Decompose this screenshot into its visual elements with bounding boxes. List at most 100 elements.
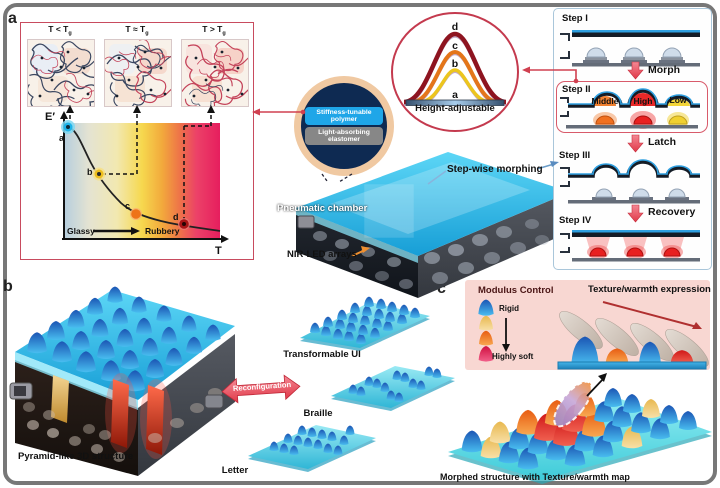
demo-base-bar bbox=[557, 361, 707, 370]
texture-warmth-title: Texture/warmth expression bbox=[588, 284, 711, 295]
y-axis-label: E′ bbox=[45, 111, 55, 123]
latch-label: Latch bbox=[648, 136, 677, 148]
demo-blue-bump-tall bbox=[571, 336, 599, 365]
device-side-face bbox=[418, 192, 570, 298]
thumb-label-below-tg: T < Tg bbox=[48, 24, 72, 37]
curve-d-label: d bbox=[452, 21, 458, 33]
highlight-region bbox=[364, 184, 414, 238]
morph-arrow-icon bbox=[627, 61, 644, 80]
thumb-label-above-tg: T > Tg bbox=[202, 24, 226, 37]
transformable-ui-label: Transformable UI bbox=[283, 349, 361, 360]
slide-direction-arrow bbox=[602, 301, 698, 328]
led-off-row bbox=[583, 47, 685, 63]
finger-cross-section bbox=[553, 380, 593, 428]
morphed-structure-illustration bbox=[448, 380, 712, 484]
step2-label: Step II bbox=[562, 84, 591, 95]
letter-label: Letter bbox=[221, 465, 249, 476]
chart-gradient-area bbox=[64, 123, 220, 239]
device-3d-illustration bbox=[296, 152, 570, 298]
nir-led-label: NIR-LED arrays bbox=[287, 249, 357, 260]
letter-sheet bbox=[248, 425, 376, 472]
transformable-ui-sheet bbox=[300, 296, 430, 351]
height-adjustable-inset: d c b a bbox=[391, 12, 519, 132]
panel-b-letter: b bbox=[3, 278, 13, 295]
led-off-row bbox=[592, 188, 689, 200]
legend-yellow-bump bbox=[478, 315, 494, 331]
curve-c-label: c bbox=[452, 40, 458, 52]
step4-diagram bbox=[560, 230, 700, 262]
rigid-label: Rigid bbox=[499, 304, 519, 313]
step2-highlight-box bbox=[556, 81, 708, 133]
step2-middle-label: Middle bbox=[591, 96, 619, 106]
height-curves bbox=[403, 31, 507, 106]
led-on-row bbox=[593, 111, 689, 129]
pyramid-caption: Pyramid-like 3D structure bbox=[18, 451, 134, 462]
curve-a-label: a bbox=[452, 89, 458, 101]
stiffness-polymer-layer: Stiffness-tunable polymer bbox=[305, 107, 383, 125]
dashed-arrowheads bbox=[66, 105, 215, 113]
morphed-structure-caption: Morphed structure with Texture/warmth ma… bbox=[440, 472, 630, 482]
polymer-network-glassy-image bbox=[27, 39, 95, 107]
latch-arrow-icon bbox=[627, 134, 644, 153]
point-d-label: d bbox=[173, 212, 179, 222]
step3-label: Step III bbox=[559, 150, 591, 161]
led-recovery-row bbox=[586, 237, 684, 259]
step2-low-label: Low bbox=[669, 95, 687, 105]
inner-led-domes bbox=[23, 388, 222, 462]
pyramid-connector-right bbox=[204, 394, 224, 409]
point-a-label: a bbox=[59, 133, 65, 143]
recovery-label: Recovery bbox=[648, 206, 696, 218]
point-c-dot bbox=[130, 208, 142, 220]
fingers bbox=[559, 311, 709, 367]
height-adjustable-caption: Height-adjustable bbox=[415, 103, 495, 114]
polymer-network-rubbery-image bbox=[181, 39, 249, 107]
step4-label: Step IV bbox=[559, 215, 592, 226]
braille-sheet bbox=[331, 366, 455, 411]
amber-column bbox=[51, 375, 69, 423]
morph-label: Morph bbox=[648, 64, 681, 76]
legend-orange-bump bbox=[478, 330, 494, 346]
panel-a-glass-transition-box: T < Tg T ≈ Tg T > Tg bbox=[20, 22, 254, 260]
device-connector bbox=[297, 215, 315, 229]
step3-diagram bbox=[560, 159, 700, 204]
modulus-temperature-chart: E′ T a b c d Glassy Rubbery bbox=[45, 105, 229, 257]
layer-sample-region bbox=[318, 178, 340, 190]
step1-label: Step I bbox=[562, 13, 588, 24]
panel-a-letter: a bbox=[8, 10, 17, 27]
step2-diagram bbox=[560, 88, 700, 129]
point-b-label: b bbox=[87, 167, 93, 177]
point-d-dot bbox=[178, 218, 190, 230]
glowing-columns bbox=[105, 373, 172, 459]
led-domes bbox=[313, 219, 549, 289]
stepwise-morphing-label: Step-wise morphing bbox=[447, 164, 543, 175]
dashed-guides bbox=[69, 111, 212, 221]
point-a-dot bbox=[61, 120, 75, 134]
point-c-label: c bbox=[125, 201, 130, 211]
base-layer-a bbox=[405, 99, 505, 106]
reconfiguration-arrow-icon bbox=[221, 374, 301, 404]
x-axis-label: T bbox=[215, 245, 222, 257]
thumb-label-at-tg: T ≈ Tg bbox=[125, 24, 149, 37]
light-absorbing-layer: Light-absorbing elastomer bbox=[305, 127, 383, 145]
axis-arrowheads bbox=[60, 111, 229, 243]
braille-label: Braille bbox=[303, 408, 333, 419]
glassy-label: Glassy bbox=[67, 226, 95, 236]
highly-soft-label: Highly soft bbox=[492, 352, 534, 361]
point-b-dot bbox=[92, 167, 106, 181]
pneumatic-chamber-label: Pneumatic chamber bbox=[277, 203, 368, 214]
layer-structure-inset: Stiffness-tunable polymer Light-absorbin… bbox=[294, 76, 394, 176]
rubbery-label: Rubbery bbox=[145, 226, 180, 236]
step2-high-label: High bbox=[633, 96, 653, 106]
demo-bump-bar bbox=[557, 336, 707, 370]
panel-c-letter: c bbox=[437, 280, 446, 297]
demo-blue-bump bbox=[639, 341, 661, 365]
modulus-control-title: Modulus Control bbox=[478, 285, 554, 296]
recovery-arrow-icon bbox=[627, 204, 644, 223]
demo-orange-bump bbox=[605, 348, 629, 364]
pyramid-front-face bbox=[15, 360, 138, 476]
demo-red-bump bbox=[670, 350, 694, 364]
finger-slide-illustration bbox=[559, 301, 709, 367]
polymer-network-transition-image bbox=[104, 39, 172, 107]
chart-axes bbox=[62, 117, 223, 240]
